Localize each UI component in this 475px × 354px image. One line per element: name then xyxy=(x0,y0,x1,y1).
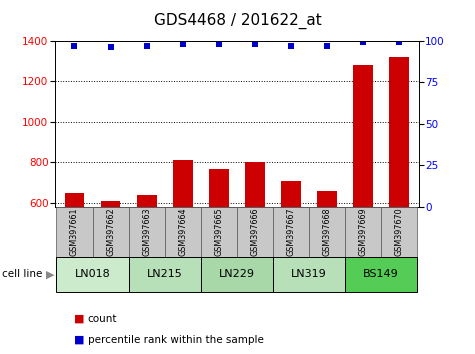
Point xyxy=(179,41,187,47)
Bar xyxy=(129,207,165,257)
Bar xyxy=(245,162,265,325)
Point xyxy=(251,41,258,47)
Bar xyxy=(381,207,417,257)
Bar xyxy=(57,257,129,292)
Bar xyxy=(309,207,345,257)
Bar xyxy=(345,257,417,292)
Bar xyxy=(65,193,85,325)
Bar xyxy=(281,181,301,325)
Point xyxy=(143,43,151,48)
Text: LN018: LN018 xyxy=(75,269,110,279)
Bar xyxy=(93,207,129,257)
Point xyxy=(71,43,78,48)
Text: cell line: cell line xyxy=(2,269,43,279)
Bar xyxy=(273,207,309,257)
Text: LN215: LN215 xyxy=(147,269,182,279)
Text: LN229: LN229 xyxy=(219,269,255,279)
Bar xyxy=(137,194,157,325)
Bar xyxy=(101,201,121,325)
Text: GSM397662: GSM397662 xyxy=(106,207,115,256)
Text: BS149: BS149 xyxy=(363,269,399,279)
Text: ■: ■ xyxy=(74,335,84,345)
Text: GSM397668: GSM397668 xyxy=(323,207,332,256)
Text: GSM397667: GSM397667 xyxy=(286,207,295,256)
Point xyxy=(215,41,223,47)
Bar xyxy=(273,257,345,292)
Bar xyxy=(201,257,273,292)
Point xyxy=(395,40,403,45)
Text: ■: ■ xyxy=(74,314,84,324)
Text: GSM397669: GSM397669 xyxy=(359,207,368,256)
Text: GSM397663: GSM397663 xyxy=(142,207,151,256)
Text: ▶: ▶ xyxy=(46,269,54,279)
Bar xyxy=(57,207,93,257)
Bar xyxy=(209,169,228,325)
Text: GSM397666: GSM397666 xyxy=(250,207,259,256)
Bar xyxy=(129,257,201,292)
Text: percentile rank within the sample: percentile rank within the sample xyxy=(88,335,264,345)
Point xyxy=(323,43,331,48)
Text: count: count xyxy=(88,314,117,324)
Point xyxy=(287,43,294,48)
Text: GSM397661: GSM397661 xyxy=(70,207,79,256)
Bar xyxy=(201,207,237,257)
Bar xyxy=(389,57,409,325)
Text: GDS4468 / 201622_at: GDS4468 / 201622_at xyxy=(153,12,322,29)
Text: GSM397665: GSM397665 xyxy=(214,207,223,256)
Text: GSM397664: GSM397664 xyxy=(178,207,187,256)
Point xyxy=(359,40,367,45)
Bar xyxy=(353,65,373,325)
Bar xyxy=(165,207,201,257)
Bar xyxy=(237,207,273,257)
Point xyxy=(107,45,114,50)
Text: GSM397670: GSM397670 xyxy=(395,207,404,256)
Bar xyxy=(173,160,192,325)
Text: LN319: LN319 xyxy=(291,269,327,279)
Bar xyxy=(345,207,381,257)
Bar xyxy=(317,191,337,325)
